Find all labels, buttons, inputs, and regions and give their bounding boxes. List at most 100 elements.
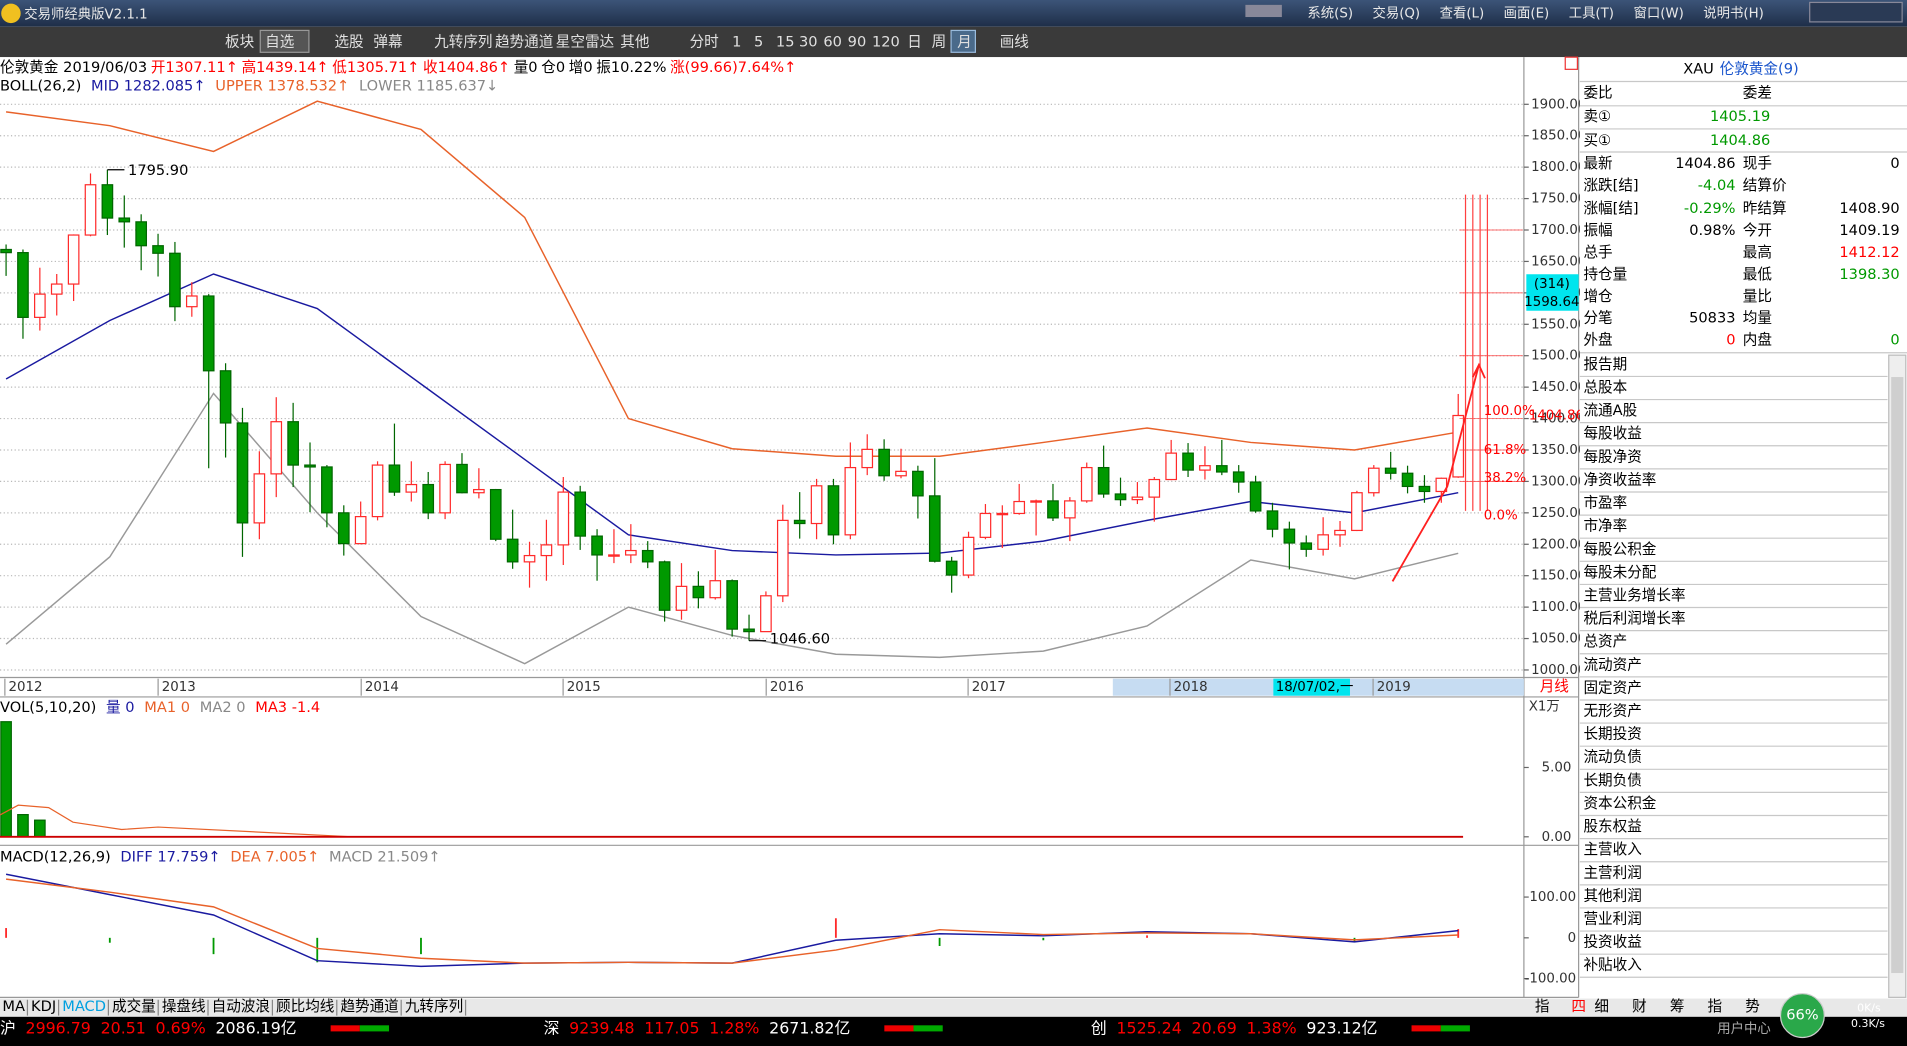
market-2: 117.05: [644, 1018, 699, 1037]
scroll-thumb[interactable]: [1891, 377, 1904, 974]
candle-body: [709, 580, 722, 599]
toolbar-item[interactable]: 板块: [225, 33, 255, 51]
cpu: 66%: [1786, 1007, 1819, 1024]
menu-item[interactable]: 工具(T): [1569, 6, 1614, 21]
menu-item[interactable]: 系统(S): [1307, 5, 1353, 21]
candle-body: [34, 293, 46, 318]
quote-label: 卖①: [1583, 108, 1611, 125]
quote-label: 内盘: [1743, 331, 1772, 349]
year-label: 2014: [365, 680, 399, 695]
dea-line: [5, 878, 1459, 964]
toolbar-item[interactable]: 选股: [334, 34, 364, 51]
fib-label: 38.2%: [1484, 471, 1526, 486]
side-tab[interactable]: 指: [1708, 998, 1723, 1015]
menu-item[interactable]: 画面(E): [1504, 6, 1550, 21]
menu-item[interactable]: 说明书(H): [1703, 5, 1764, 21]
candle-body: [675, 585, 688, 611]
side-tab[interactable]: 四: [1571, 998, 1586, 1015]
toolbar-item[interactable]: 90: [848, 34, 867, 51]
quote-label: 结算价: [1743, 177, 1787, 194]
candle-body: [726, 580, 738, 630]
close-chart[interactable]: [1564, 56, 1579, 70]
toolbar-item[interactable]: 星空雷达: [556, 34, 615, 51]
finance-item: 无形资产: [1583, 703, 1641, 720]
toolbar-item[interactable]: 画线: [1000, 34, 1030, 51]
menu-item[interactable]: 查看(L): [1440, 5, 1485, 21]
quote-header: 低1305.71↑: [332, 59, 419, 76]
candle-body: [304, 464, 316, 468]
candle-body: [912, 470, 924, 497]
quote-header: 开1307.11↑: [151, 59, 238, 76]
year-label: 2012: [9, 680, 43, 695]
side-tab[interactable]: 细: [1594, 998, 1609, 1015]
candle-body: [760, 595, 772, 633]
side-tab[interactable]: 财: [1632, 998, 1647, 1015]
mini-bar-green: [1440, 1025, 1470, 1032]
indicator-tab[interactable]: 操盘线: [162, 997, 206, 1015]
user-center[interactable]: 用户中心: [1717, 1020, 1770, 1037]
toolbar-item[interactable]: 周: [932, 34, 947, 51]
toolbar-item[interactable]: 月: [957, 34, 972, 51]
candle-body: [1080, 466, 1093, 502]
macd-header: DEA 7.005↑: [230, 848, 319, 865]
indicator-tab[interactable]: 九转序列: [405, 998, 463, 1015]
toolbar-item[interactable]: 1: [732, 34, 741, 51]
dropdown[interactable]: [259, 29, 310, 53]
toolbar-item[interactable]: 15: [776, 34, 795, 51]
indicator-tab[interactable]: KDJ: [31, 998, 56, 1015]
menu-item[interactable]: 窗口(W): [1633, 4, 1683, 21]
cursor-date-box: [1273, 678, 1350, 696]
menu-item[interactable]: 交易(Q): [1372, 4, 1420, 21]
toolbar-item[interactable]: 120: [872, 34, 900, 51]
quote-value: 1404.86: [1710, 132, 1770, 149]
indicator-tab[interactable]: 顾比均线: [276, 998, 335, 1015]
active-period[interactable]: [950, 29, 976, 53]
toolbar-item[interactable]: 30: [799, 34, 818, 51]
y-tick-label: 1750.00: [1531, 192, 1586, 207]
indicator-tab[interactable]: MACD: [62, 998, 106, 1015]
price-tag-label: (314): [1534, 277, 1570, 292]
finance-item: 长期投资: [1583, 726, 1641, 743]
candle-body: [1013, 500, 1026, 515]
candle-body: [1114, 493, 1127, 501]
toolbar-item[interactable]: 趋势通道: [495, 34, 554, 51]
toolbar-item[interactable]: 自选: [265, 34, 295, 51]
candle-body: [1300, 542, 1313, 550]
vol-header: MA2 0: [200, 699, 246, 716]
candle-body: [1047, 500, 1059, 519]
quote-label: 量比: [1743, 288, 1772, 305]
side-tab[interactable]: 势: [1745, 998, 1760, 1015]
mini-bar-red: [884, 1025, 914, 1032]
window-buttons[interactable]: [1809, 1, 1903, 23]
toolbar-item[interactable]: 分时: [690, 34, 720, 51]
side-tab[interactable]: 筹: [1670, 998, 1685, 1015]
finance-item: 流动资产: [1583, 656, 1641, 673]
toolbar-item[interactable]: 5: [754, 34, 763, 51]
toolbar-item[interactable]: 日: [907, 34, 922, 51]
quote-label: 涨幅[结]: [1583, 200, 1638, 217]
fib-label: 61.8%: [1484, 443, 1526, 458]
macd-header: MACD 21.509↑: [329, 848, 441, 865]
finance-item: 资本公积金: [1583, 795, 1656, 812]
indicator-tab[interactable]: 趋势通道: [340, 998, 399, 1015]
toolbar-item[interactable]: 60: [823, 34, 842, 51]
trend-arrow: [1391, 362, 1486, 582]
indicator-tab[interactable]: 自动波浪: [212, 998, 270, 1015]
toolbar-item[interactable]: 九转序列: [434, 34, 492, 51]
candle-body: [439, 463, 451, 514]
side-tab[interactable]: 指: [1535, 998, 1550, 1015]
toolbar-item[interactable]: 弹幕: [373, 34, 403, 51]
macd-header: MACD(12,26,9): [0, 848, 111, 865]
candle-body: [608, 554, 620, 557]
indicator-tab[interactable]: 成交量: [112, 997, 156, 1015]
year-label: 2019: [1377, 680, 1411, 695]
toolbar-item[interactable]: 其他: [620, 34, 650, 51]
indicator-tab[interactable]: MA: [2, 998, 25, 1015]
candle-body: [473, 488, 485, 494]
boll-header: MID 1282.085↑: [91, 77, 206, 94]
vol-header: VOL(5,10,20): [0, 699, 96, 716]
quote-label: 涨跌[结]: [1583, 177, 1638, 194]
quote-header: 量0: [514, 59, 538, 76]
year-label: 2016: [770, 680, 804, 695]
finance-item: 营业利润: [1583, 911, 1641, 928]
